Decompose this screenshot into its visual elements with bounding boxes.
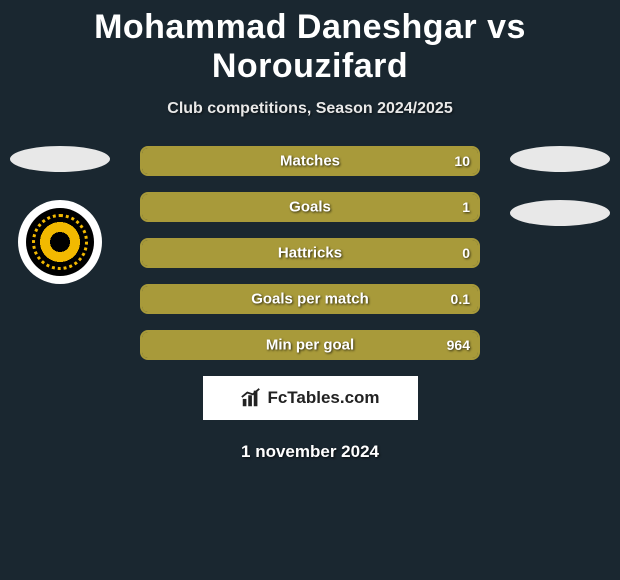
stat-bar-value: 10 bbox=[454, 153, 470, 169]
stat-bar-label: Matches bbox=[142, 153, 478, 170]
left-player-column bbox=[10, 146, 110, 284]
stat-bar: Hattricks0 bbox=[140, 238, 480, 268]
stat-bar-value: 0 bbox=[462, 245, 470, 261]
stat-bar-label: Hattricks bbox=[142, 245, 478, 262]
right-player-column bbox=[510, 146, 610, 254]
comparison-content: Matches10Goals1Hattricks0Goals per match… bbox=[0, 146, 620, 462]
stat-bar-label: Goals per match bbox=[142, 291, 478, 308]
bar-chart-icon bbox=[240, 387, 262, 409]
player-placeholder-oval bbox=[510, 146, 610, 172]
stat-bar: Min per goal964 bbox=[140, 330, 480, 360]
page-title: Mohammad Daneshgar vs Norouzifard bbox=[0, 0, 620, 86]
stat-bar: Goals1 bbox=[140, 192, 480, 222]
club-badge bbox=[18, 200, 102, 284]
stat-bar-value: 1 bbox=[462, 199, 470, 215]
date-text: 1 november 2024 bbox=[0, 442, 620, 462]
player-placeholder-oval bbox=[10, 146, 110, 172]
stat-bar: Matches10 bbox=[140, 146, 480, 176]
stat-bar-label: Min per goal bbox=[142, 337, 478, 354]
stats-bars: Matches10Goals1Hattricks0Goals per match… bbox=[140, 146, 480, 360]
subtitle: Club competitions, Season 2024/2025 bbox=[0, 100, 620, 118]
brand-box: FcTables.com bbox=[203, 376, 418, 420]
player-placeholder-oval bbox=[510, 200, 610, 226]
stat-bar: Goals per match0.1 bbox=[140, 284, 480, 314]
stat-bar-value: 0.1 bbox=[451, 291, 470, 307]
club-badge-icon bbox=[26, 208, 94, 276]
stat-bar-value: 964 bbox=[447, 337, 470, 353]
stat-bar-label: Goals bbox=[142, 199, 478, 216]
brand-text: FcTables.com bbox=[267, 388, 379, 408]
